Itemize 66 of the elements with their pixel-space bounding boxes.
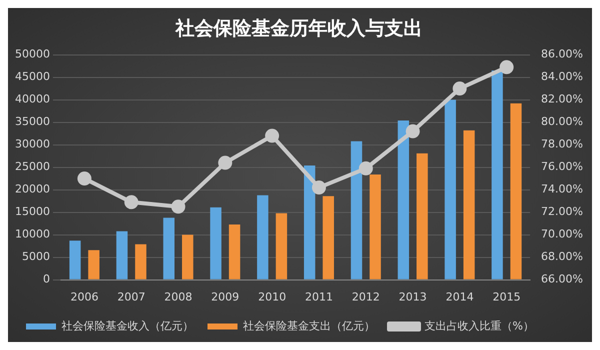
y-tick-label: 15000 (14, 205, 50, 218)
point (358, 161, 373, 176)
bar (463, 130, 475, 280)
legend-label: 社会保险基金收入（亿元） (62, 319, 194, 332)
point (500, 60, 514, 74)
y2-tick-label: 84.00% (541, 70, 584, 84)
bar (88, 250, 100, 280)
bar (398, 120, 410, 280)
point (452, 82, 467, 96)
y2-tick-label: 68.00% (541, 250, 584, 264)
x-tick-label: 2012 (352, 290, 380, 304)
y-tick-label: 40000 (14, 92, 50, 106)
bar (416, 153, 428, 280)
y2-tick-label: 78.00% (541, 138, 584, 151)
y2-tick-label: 70.00% (541, 228, 584, 241)
point (124, 195, 138, 210)
bar (350, 141, 362, 280)
x-tick-label: 2008 (164, 290, 192, 304)
point (406, 124, 420, 138)
x-tick-label: 2015 (492, 290, 521, 304)
x-tick-label: 2006 (70, 290, 98, 304)
y-tick-label: 25000 (14, 160, 50, 174)
y2-tick-label: 72.00% (541, 205, 584, 218)
x-tick-label: 2014 (446, 290, 474, 304)
bar (135, 244, 146, 280)
y-tick-label: 30000 (14, 138, 50, 151)
bar (510, 103, 522, 280)
x-tick-label: 2007 (117, 290, 146, 304)
x-tick-label: 2011 (304, 290, 333, 304)
y-tick-label: 20000 (14, 182, 50, 196)
bar (69, 240, 81, 280)
y2-tick-label: 76.00% (541, 160, 584, 174)
y2-tick-label: 66.00% (541, 272, 584, 286)
y-tick-label: 45000 (14, 70, 50, 84)
point (77, 172, 92, 186)
y2-tick-label: 82.00% (541, 92, 584, 106)
bar (163, 218, 175, 280)
x-tick-label: 2013 (398, 290, 427, 304)
x-tick-label: 2009 (211, 290, 240, 304)
y2-tick-label: 80.00% (541, 115, 584, 128)
bar (116, 231, 128, 280)
bar (276, 213, 288, 280)
y-tick-label: 0 (42, 272, 50, 286)
point (171, 200, 186, 214)
x-tick-label: 2010 (258, 290, 286, 304)
bar (210, 207, 222, 280)
legend-label: 支出占收入比重（%） (424, 319, 534, 332)
point (312, 180, 326, 195)
y-tick-label: 10000 (14, 228, 50, 241)
y-tick-label: 35000 (14, 115, 50, 128)
bar (257, 195, 268, 280)
y-tick-label: 50000 (14, 48, 50, 61)
bar (322, 196, 334, 280)
y2-tick-label: 74.00% (541, 182, 584, 196)
legend-label: 社会保险基金支出（亿元） (243, 319, 375, 332)
point (218, 156, 232, 170)
chart-title: 社会保险基金历年收入与支出 (174, 17, 422, 40)
point (265, 128, 280, 143)
y-tick-label: 5000 (22, 250, 50, 264)
bar (370, 174, 381, 280)
y2-tick-label: 86.00% (541, 48, 584, 61)
bar (492, 70, 503, 280)
bar (304, 166, 316, 280)
bar (444, 100, 456, 280)
bar (228, 224, 240, 280)
bar (182, 234, 194, 280)
